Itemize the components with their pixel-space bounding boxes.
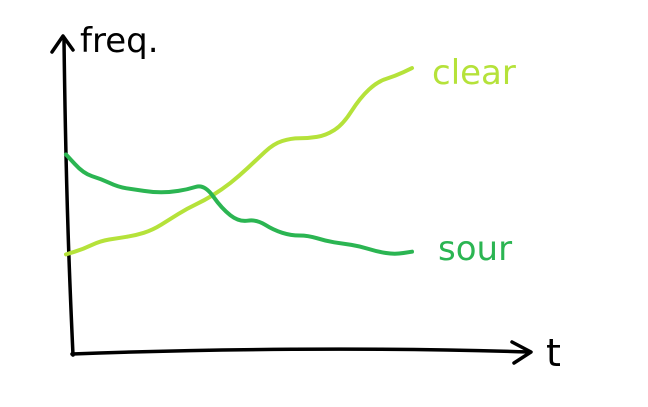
x-axis xyxy=(70,347,532,356)
y-axis xyxy=(62,38,75,357)
x-axis-label: t xyxy=(546,331,561,375)
x-axis-arrowhead xyxy=(510,340,533,365)
y-axis-arrowhead xyxy=(50,34,75,54)
series-label-clear: clear xyxy=(432,53,516,93)
y-axis-label: freq. xyxy=(80,21,159,61)
series-label-sour: sour xyxy=(438,229,512,269)
series-line-sour xyxy=(64,152,414,256)
series-line-clear xyxy=(64,66,414,257)
